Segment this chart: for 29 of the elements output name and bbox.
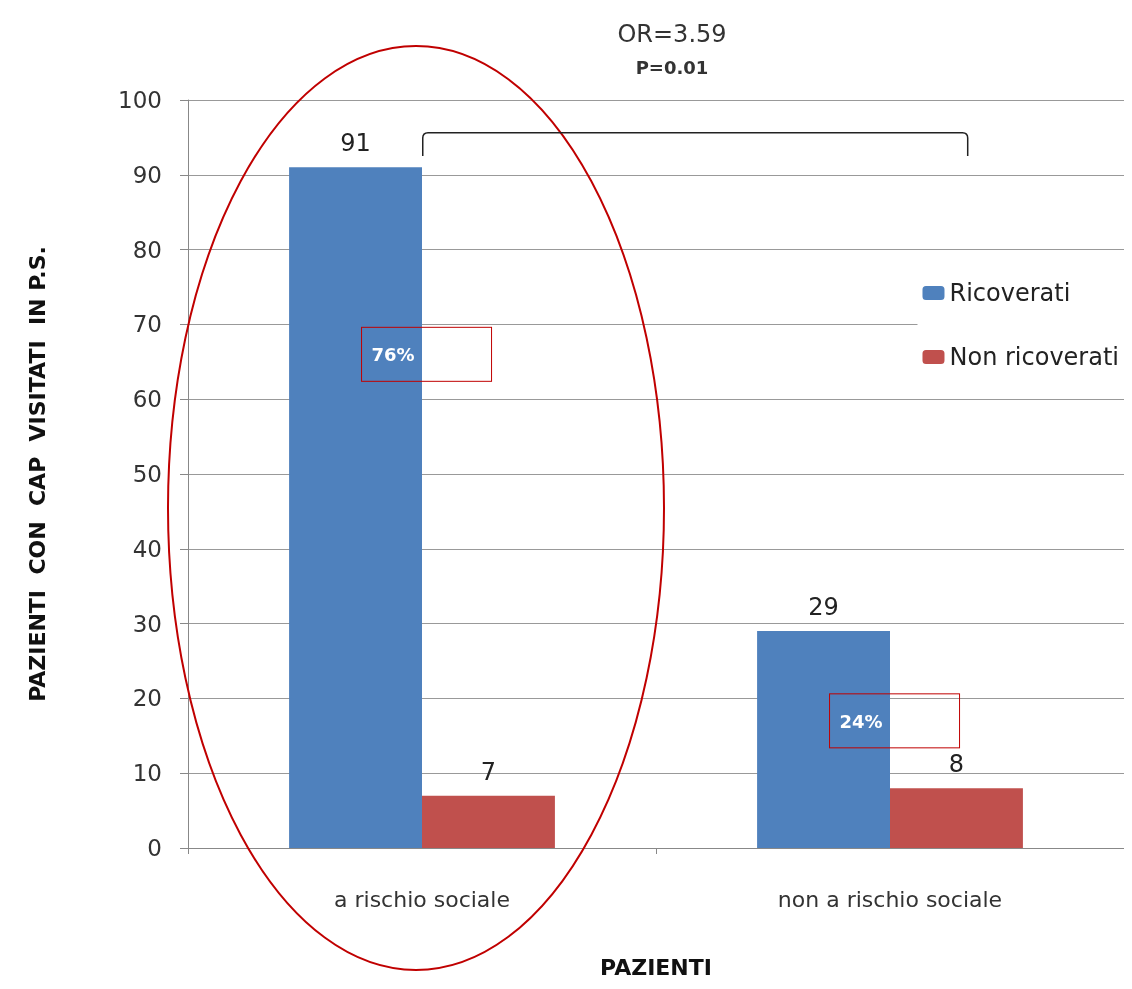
bar [757,631,890,848]
y-tick-label: 60 [132,386,162,413]
y-axis-title: PAZIENTI CON CAP VISITATI IN P.S. [24,246,50,702]
bar [422,795,555,848]
y-tick-label: 100 [118,87,162,113]
x-axis-title: PAZIENTI [600,954,712,980]
text: OR=3.59 [617,20,727,48]
annotation: 24% [839,710,883,732]
x-tick-label: a rischio sociale [334,886,510,912]
y-tick-label: 20 [132,685,162,712]
y-tick-label: 70 [132,311,162,338]
data-label: 91 [340,129,371,158]
y-tick-label: 90 [132,161,162,188]
y-tick-label: 30 [132,610,162,637]
y-tick-label: 50 [132,461,162,487]
data-label: 7 [480,757,497,786]
text: P=0.01 [635,57,709,78]
data-label: 29 [808,593,839,622]
y-tick-label: 80 [132,236,162,263]
y-tick-label: 0 [147,835,162,861]
x-tick-label: non a rischio sociale [777,886,1003,912]
legend-label: Non ricoverati [949,343,1119,371]
legend-label: Ricoverati [949,279,1071,307]
y-tick-label: 40 [132,535,162,562]
data-label: 8 [948,750,965,779]
bar [890,788,1023,848]
bar [289,167,422,848]
y-tick-label: 10 [132,760,162,787]
annotation: 76% [371,344,415,366]
